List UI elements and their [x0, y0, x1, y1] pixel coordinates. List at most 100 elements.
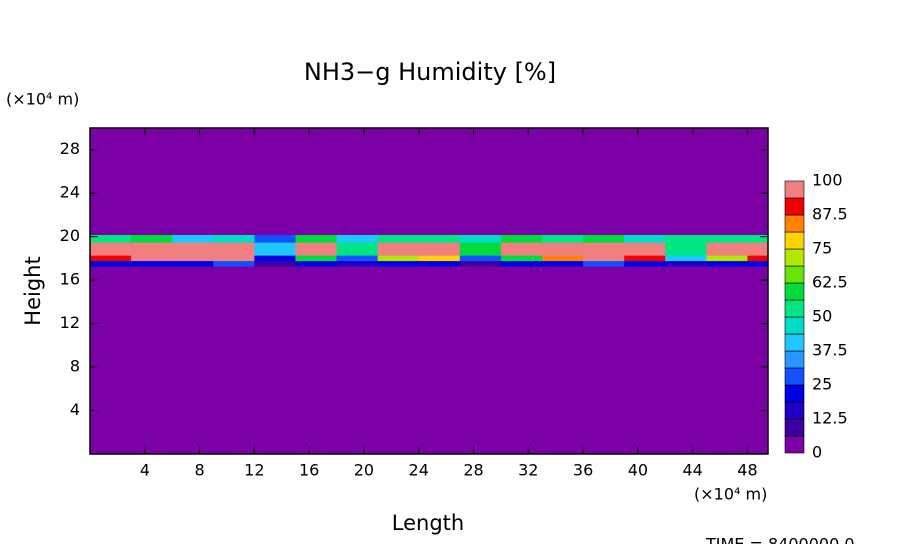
colorbar-label: 37.5 — [812, 341, 848, 360]
x-tick-label: 32 — [518, 461, 538, 480]
heat-cell — [90, 255, 132, 262]
heat-cell — [377, 266, 420, 455]
heat-cell — [583, 128, 625, 235]
y-tick-label: 4 — [70, 400, 80, 419]
heat-cell — [665, 266, 707, 455]
heat-cell — [90, 242, 132, 256]
heat-cell — [459, 234, 502, 243]
heat-cell — [542, 266, 584, 455]
colorbar-label: 75 — [812, 239, 832, 258]
heat-cell — [295, 234, 338, 243]
heat-cell — [459, 242, 502, 256]
colorbar-box — [784, 333, 805, 352]
heat-cell — [213, 128, 255, 235]
heat-cell — [747, 242, 769, 256]
heat-cell — [747, 260, 769, 267]
y-tick-label: 28 — [60, 139, 80, 158]
heat-cell — [459, 255, 502, 262]
heat-cell — [90, 260, 132, 267]
heat-cell — [131, 242, 173, 256]
x-tick-label: 8 — [194, 461, 204, 480]
heat-cell — [665, 242, 707, 256]
heat-cell — [624, 266, 666, 455]
heat-cell — [418, 234, 461, 243]
heat-cell — [131, 266, 173, 455]
colorbar-box — [784, 299, 805, 318]
heat-cell — [131, 260, 173, 267]
colorbar-box — [784, 265, 805, 284]
colorbar-label: 100 — [812, 171, 843, 190]
heat-cell — [542, 242, 584, 256]
heat-cell — [583, 234, 625, 243]
heat-cell — [665, 234, 707, 243]
colorbar-box — [784, 401, 805, 420]
heat-cell — [747, 234, 769, 243]
heat-cell — [377, 234, 420, 243]
y-tick-label: 24 — [60, 183, 80, 202]
heat-cell — [172, 234, 214, 243]
heat-cell — [131, 255, 173, 262]
x-tick-label: 12 — [244, 461, 264, 480]
x-tick-label: 16 — [299, 461, 319, 480]
heat-cell — [418, 128, 461, 235]
heat-cell — [624, 242, 666, 256]
heat-cell — [172, 128, 214, 235]
y-axis-label: Height — [21, 256, 45, 325]
heat-cell — [131, 128, 173, 235]
colorbar-box — [784, 418, 805, 437]
heat-cell — [336, 234, 379, 243]
heat-cell — [377, 260, 420, 267]
heat-cell — [706, 255, 748, 262]
colorbar-label: 87.5 — [812, 205, 848, 224]
heat-cell — [706, 260, 748, 267]
colorbar-box — [784, 316, 805, 335]
colorbar-box — [784, 248, 805, 267]
colorbar-box — [784, 282, 805, 301]
x-tick-label: 24 — [409, 461, 429, 480]
heat-cell — [665, 128, 707, 235]
colorbar-box — [784, 180, 805, 199]
heat-cell — [500, 234, 543, 243]
heat-cell — [500, 128, 543, 235]
heat-cell — [377, 128, 420, 235]
heat-cell — [542, 260, 584, 267]
heat-cell — [254, 255, 296, 262]
heat-cell — [665, 260, 707, 267]
heat-cell — [254, 242, 296, 256]
heat-cell — [172, 255, 214, 262]
x-axis-label: Length — [392, 511, 464, 535]
heat-cell — [747, 128, 769, 235]
heat-cell — [90, 128, 132, 235]
heat-cell — [459, 128, 502, 235]
heat-cell — [90, 234, 132, 243]
heat-cell — [254, 266, 296, 455]
heat-cell — [254, 128, 296, 235]
x-tick-label: 40 — [628, 461, 648, 480]
heat-cell — [172, 242, 214, 256]
heat-cell — [295, 266, 338, 455]
heat-cell — [542, 128, 584, 235]
heat-cell — [624, 128, 666, 235]
heat-cell — [500, 266, 543, 455]
colorbar-box — [784, 384, 805, 403]
heat-cell — [500, 242, 543, 256]
heat-cell — [90, 266, 132, 455]
heat-cell — [583, 255, 625, 262]
heat-cell — [377, 242, 420, 256]
heat-cell — [295, 128, 338, 235]
colorbar-label: 62.5 — [812, 273, 848, 292]
heat-cell — [254, 260, 296, 267]
heat-cell — [747, 266, 769, 455]
heat-cell — [213, 234, 255, 243]
colorbar-label: 50 — [812, 307, 832, 326]
heat-cell — [336, 128, 379, 235]
y-tick-label: 12 — [60, 313, 80, 332]
heat-cell — [418, 260, 461, 267]
x-unit: (×10⁴ m) — [694, 485, 767, 504]
heat-cell — [336, 260, 379, 267]
heat-cell — [295, 242, 338, 256]
heat-cell — [295, 260, 338, 267]
heat-cell — [131, 234, 173, 243]
heat-cell — [459, 266, 502, 455]
